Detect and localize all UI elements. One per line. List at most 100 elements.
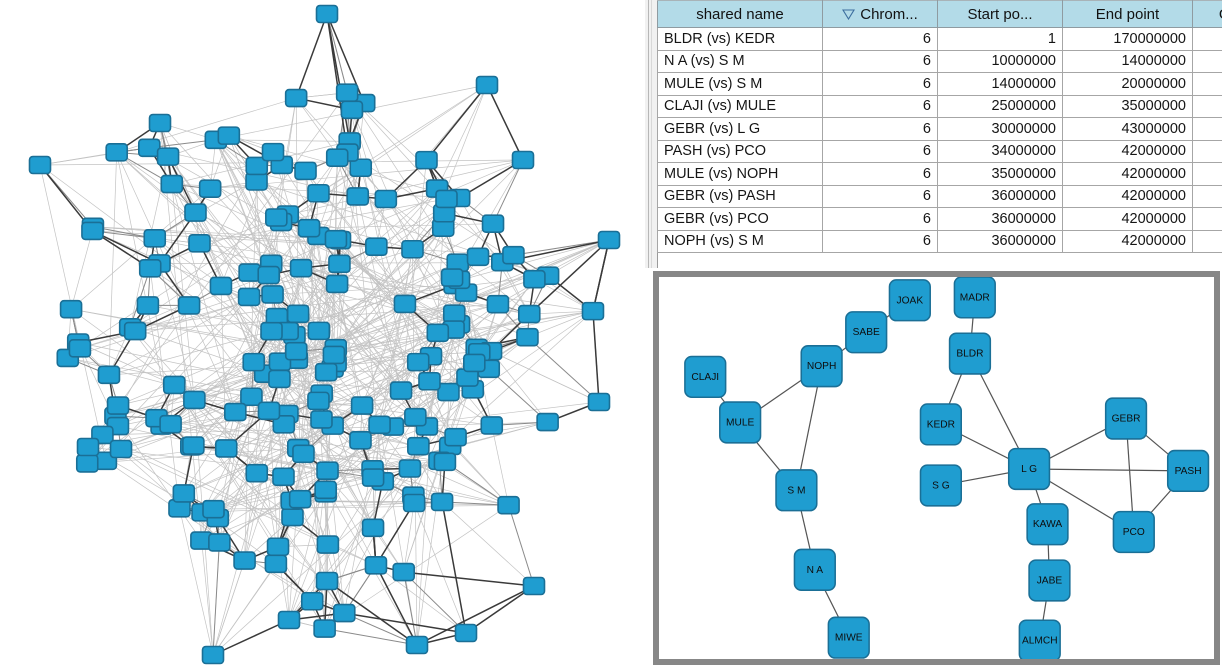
network-edge[interactable] [513,239,610,256]
network-edge[interactable] [108,152,118,375]
table-header-end_point[interactable]: End point [1062,0,1193,28]
cell-end_point[interactable]: 170000000 [1062,27,1193,51]
network-node[interactable] [182,436,205,455]
network-edge[interactable] [326,580,418,646]
network-node[interactable] [105,143,128,162]
table-header-genetic[interactable]: Genetic... [1192,0,1222,28]
cell-start_point[interactable]: 36000000 [937,229,1063,253]
network-edge[interactable] [375,564,467,634]
network-edge[interactable] [191,445,509,506]
network-node[interactable] [444,427,467,447]
network-edge[interactable] [115,165,258,417]
network-node[interactable] [202,499,225,519]
network-node[interactable] [349,158,373,178]
cell-end_point[interactable]: 42000000 [1062,229,1193,253]
network-node[interactable] [463,353,486,373]
network-edge[interactable] [491,425,509,506]
network-node[interactable] [440,268,464,287]
network-edge[interactable] [303,453,445,463]
network-node[interactable] [59,299,83,319]
network-node[interactable] [81,221,104,241]
network-edge[interactable] [278,374,374,529]
cell-end_point[interactable]: 20000000 [1062,72,1193,96]
cell-end_point[interactable]: 35000000 [1062,94,1193,118]
cell-chromosome[interactable]: 6 [822,49,938,73]
network-edge[interactable] [159,263,195,400]
network-node[interactable] [597,230,621,250]
cell-genetic[interactable]: 192.0 [1192,27,1222,51]
cell-shared_name[interactable]: PASH (vs) PCO [657,139,823,163]
cell-chromosome[interactable]: 6 [822,72,938,96]
network-node[interactable] [162,375,186,395]
network-node[interactable] [257,265,281,285]
cell-chromosome[interactable]: 6 [822,139,938,163]
network-node[interactable]: MIWE [827,616,870,659]
network-edge[interactable] [508,505,535,587]
network-node[interactable]: MADR [953,277,996,319]
network-node[interactable] [430,492,454,512]
cell-start_point[interactable]: 1 [937,27,1063,51]
network-edge[interactable] [375,564,418,646]
network-edge[interactable] [159,263,270,412]
cell-start_point[interactable]: 34000000 [937,139,1063,163]
cell-end_point[interactable]: 42000000 [1062,139,1193,163]
network-edge[interactable] [170,423,509,506]
network-edge[interactable] [195,212,374,478]
network-node[interactable]: NOPH [800,345,843,388]
cell-shared_name[interactable]: GEBR (vs) L G [657,117,823,141]
network-node[interactable]: L G [1007,447,1051,491]
network-edge[interactable] [375,502,415,566]
network-node[interactable]: SABE [845,311,888,354]
cell-genetic[interactable]: 6.6 [1192,49,1222,73]
network-node[interactable] [106,396,130,415]
network-node[interactable] [315,4,339,24]
network-node[interactable] [313,619,336,638]
network-node[interactable] [123,321,147,341]
network-node[interactable] [238,263,261,282]
network-node[interactable] [257,401,281,421]
network-node[interactable] [284,88,308,108]
network-edge[interactable] [115,415,202,541]
network-edge[interactable] [385,198,492,352]
network-node[interactable] [368,415,391,435]
network-node[interactable] [260,321,283,341]
network-node[interactable] [325,148,349,168]
network-node[interactable] [328,254,351,274]
network-node[interactable] [209,276,233,296]
network-node[interactable] [208,533,231,552]
network-node[interactable] [286,304,310,324]
network-node[interactable] [516,327,539,347]
table-row[interactable]: CLAJI (vs) MULE625000000350000005.9 [657,94,1222,118]
network-edge[interactable] [488,368,548,423]
cell-end_point[interactable]: 42000000 [1062,184,1193,208]
network-node[interactable] [265,208,288,227]
network-edge[interactable] [159,122,214,656]
subnetwork-canvas[interactable]: CLAJI MULE NOPH SABE JOAK S M N A MIWE MADR BLDR K… [653,271,1220,665]
network-edge[interactable] [215,139,299,314]
cell-start_point[interactable]: 25000000 [937,94,1063,118]
network-edge[interactable] [287,198,447,415]
network-edge[interactable] [416,585,535,646]
network-node[interactable]: JOAK [888,279,931,322]
network-node[interactable]: S M [775,469,818,512]
network-edge[interactable] [324,426,394,629]
table-row[interactable]: GEBR (vs) PASH636000000420000008.9 [657,184,1222,208]
network-node[interactable] [454,623,478,643]
cell-genetic[interactable]: 16.9 [1192,117,1222,141]
network-node[interactable] [361,468,385,487]
network-edge[interactable] [279,278,535,363]
cell-shared_name[interactable]: MULE (vs) NOPH [657,162,823,186]
network-edge[interactable] [324,628,418,646]
network-edge[interactable] [171,183,236,413]
network-node[interactable] [315,571,339,591]
network-node[interactable] [433,452,457,472]
cell-genetic[interactable]: 8.4 [1192,207,1222,231]
table-row[interactable]: MULE (vs) NOPH6350000004200000010.5 [657,162,1222,186]
network-node[interactable] [437,382,460,402]
network-node[interactable] [418,371,441,391]
cell-end_point[interactable]: 14000000 [1062,49,1193,73]
network-node[interactable] [346,187,370,206]
network-node[interactable] [307,183,330,203]
network-node[interactable] [28,155,52,175]
network-edge[interactable] [105,460,313,602]
